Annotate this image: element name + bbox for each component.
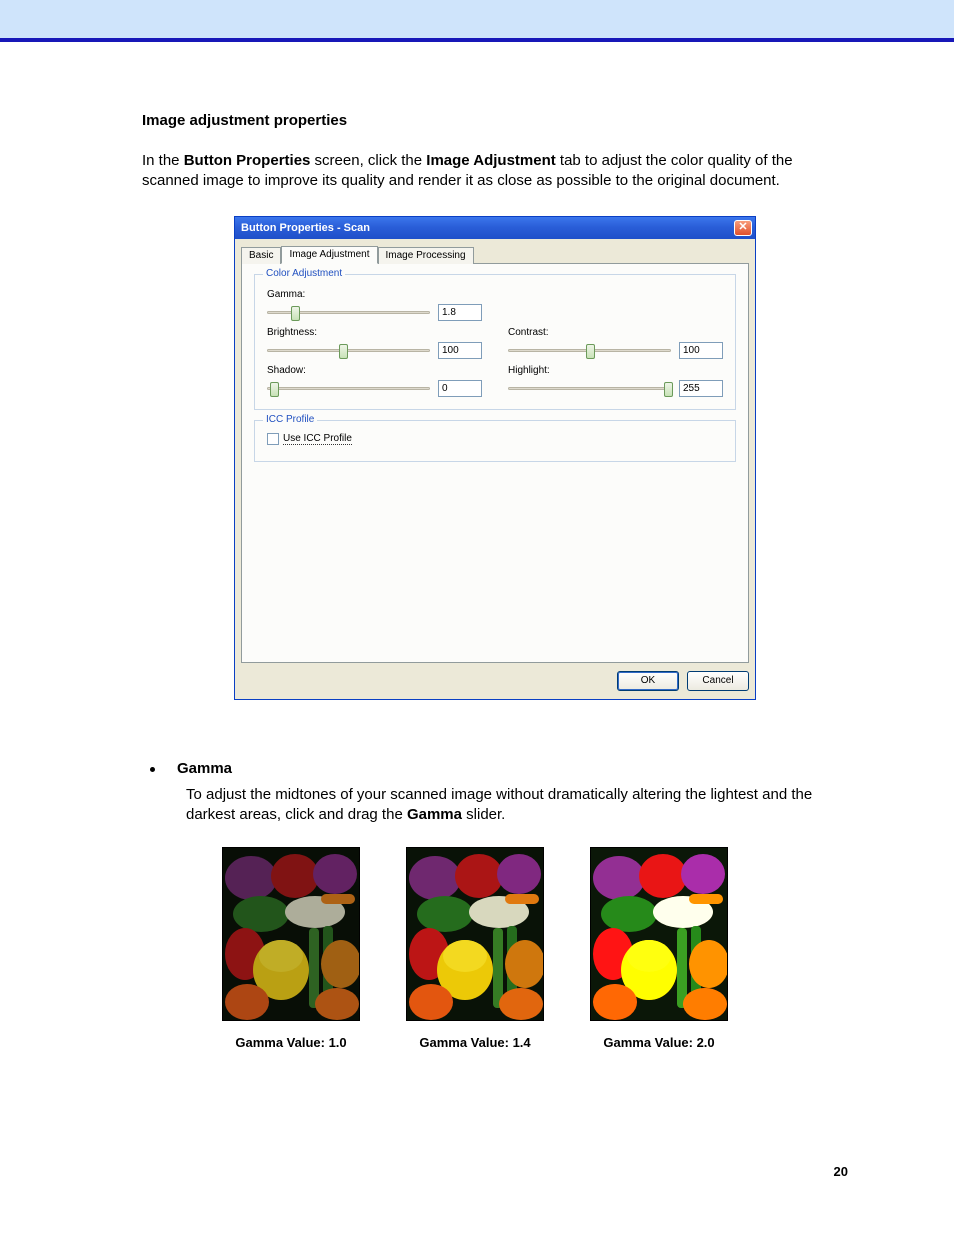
top-banner: [0, 0, 954, 42]
gamma-label: Gamma:: [267, 289, 482, 300]
highlight-label: Highlight:: [508, 365, 723, 376]
highlight-slider[interactable]: [508, 387, 671, 390]
icc-profile-group: ICC Profile Use ICC Profile: [254, 420, 736, 462]
gamma-sample: Gamma Value: 1.4: [406, 847, 544, 1050]
use-icc-checkbox[interactable]: [267, 433, 279, 445]
page-number: 20: [834, 1164, 848, 1179]
gamma-sample-caption: Gamma Value: 1.0: [222, 1035, 360, 1050]
button-properties-dialog: Button Properties - Scan ✕ Basic Image A…: [234, 216, 756, 700]
gamma-sample-image: [222, 847, 360, 1021]
gamma-sample-image: [406, 847, 544, 1021]
brightness-slider[interactable]: [267, 349, 430, 352]
contrast-thumb[interactable]: [586, 344, 595, 359]
icc-profile-legend: ICC Profile: [263, 414, 317, 425]
tab-image-processing[interactable]: Image Processing: [378, 247, 474, 264]
section-heading: Image adjustment properties: [142, 112, 848, 129]
brightness-thumb[interactable]: [339, 344, 348, 359]
gamma-sample: Gamma Value: 1.0: [222, 847, 360, 1050]
shadow-slider[interactable]: [267, 387, 430, 390]
gamma-text-bold: Gamma: [407, 806, 462, 823]
cancel-button[interactable]: Cancel: [687, 671, 749, 691]
contrast-value[interactable]: 100: [679, 342, 723, 359]
gamma-sample-image: [590, 847, 728, 1021]
tab-basic[interactable]: Basic: [241, 247, 281, 264]
tab-strip: Basic Image Adjustment Image Processing: [241, 245, 749, 263]
shadow-value[interactable]: 0: [438, 380, 482, 397]
use-icc-label: Use ICC Profile: [283, 433, 352, 445]
gamma-description: To adjust the midtones of your scanned i…: [186, 785, 848, 826]
contrast-slider[interactable]: [508, 349, 671, 352]
intro-text: In the: [142, 152, 184, 169]
gamma-sample-caption: Gamma Value: 1.4: [406, 1035, 544, 1050]
dialog-titlebar[interactable]: Button Properties - Scan ✕: [235, 217, 755, 239]
intro-paragraph: In the Button Properties screen, click t…: [142, 151, 848, 192]
gamma-slider[interactable]: [267, 311, 430, 314]
brightness-label: Brightness:: [267, 327, 482, 338]
gamma-sample-caption: Gamma Value: 2.0: [590, 1035, 728, 1050]
ok-button[interactable]: OK: [617, 671, 679, 691]
highlight-value[interactable]: 255: [679, 380, 723, 397]
bullet-icon: [150, 767, 155, 772]
brightness-value[interactable]: 100: [438, 342, 482, 359]
intro-text: screen, click the: [310, 152, 426, 169]
contrast-label: Contrast:: [508, 327, 723, 338]
shadow-label: Shadow:: [267, 365, 482, 376]
close-icon: ✕: [738, 222, 747, 233]
gamma-value[interactable]: 1.8: [438, 304, 482, 321]
dialog-title: Button Properties - Scan: [241, 222, 370, 234]
shadow-thumb[interactable]: [270, 382, 279, 397]
gamma-samples-row: Gamma Value: 1.0 Gamma Value: 1.4 Gamma …: [222, 847, 848, 1050]
color-adjustment-group: Color Adjustment Gamma: 1.8: [254, 274, 736, 410]
tab-image-adjustment[interactable]: Image Adjustment: [281, 246, 377, 264]
close-button[interactable]: ✕: [734, 220, 752, 236]
intro-bold-1: Button Properties: [184, 152, 311, 169]
highlight-thumb[interactable]: [664, 382, 673, 397]
gamma-thumb[interactable]: [291, 306, 300, 321]
gamma-bullet-label: Gamma: [177, 760, 232, 777]
gamma-sample: Gamma Value: 2.0: [590, 847, 728, 1050]
gamma-text: slider.: [462, 806, 505, 823]
intro-bold-2: Image Adjustment: [426, 152, 555, 169]
color-adjustment-legend: Color Adjustment: [263, 268, 345, 279]
